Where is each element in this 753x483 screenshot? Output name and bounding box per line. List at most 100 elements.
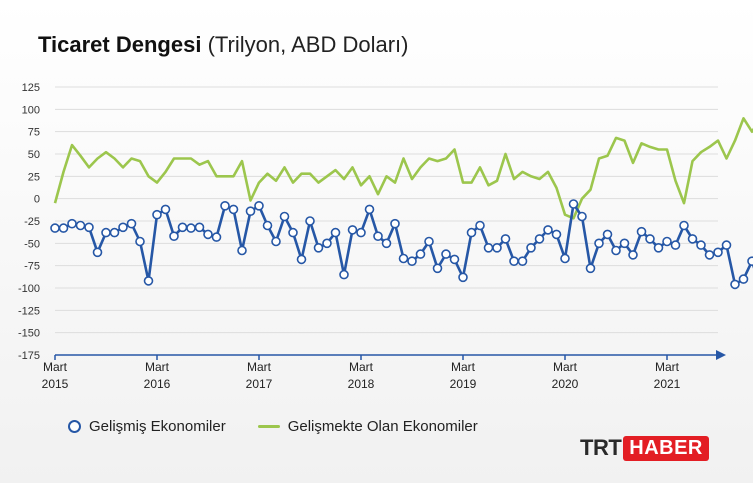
data-point-developed <box>424 236 434 247</box>
data-point-developed <box>262 220 273 231</box>
legend-label-emerging: Gelişmekte Olan Ekonomiler <box>287 417 478 435</box>
data-point-developed <box>704 250 715 260</box>
data-point-developed <box>645 234 655 244</box>
y-tick-label: -100 <box>18 283 40 295</box>
data-point-developed <box>492 243 502 253</box>
data-point-developed <box>364 204 375 215</box>
data-point-developed <box>109 227 120 238</box>
data-point-developed <box>237 245 247 256</box>
data-point-developed <box>611 245 621 256</box>
data-point-developed <box>585 263 596 274</box>
x-tick-label-year: 2018 <box>348 377 375 391</box>
data-point-developed <box>628 250 638 260</box>
data-point-developed <box>84 222 94 233</box>
data-point-developed <box>339 269 349 280</box>
y-tick-label: -50 <box>24 238 40 250</box>
data-point-developed <box>407 256 417 267</box>
y-tick-label: 25 <box>28 171 40 183</box>
x-tick-label-month: Mart <box>553 360 578 374</box>
x-tick-label-month: Mart <box>655 360 680 374</box>
data-point-developed <box>313 243 324 253</box>
data-point-developed <box>602 229 613 240</box>
data-point-developed <box>50 223 60 233</box>
data-point-developed <box>696 240 706 250</box>
y-tick-label: -150 <box>18 328 40 340</box>
data-point-developed <box>449 254 460 265</box>
data-point-developed <box>475 220 485 231</box>
data-point-developed <box>670 240 681 250</box>
data-point-developed <box>356 227 366 238</box>
data-point-developed <box>330 227 341 238</box>
data-point-developed <box>441 249 451 259</box>
y-tick-label: -175 <box>18 350 40 362</box>
data-point-developed <box>662 236 672 247</box>
data-point-developed <box>228 204 239 215</box>
data-point-developed <box>636 226 647 237</box>
data-point-developed <box>619 238 630 249</box>
y-tick-label: -75 <box>24 261 40 273</box>
legend-item-emerging: Gelişmekte Olan Ekonomiler <box>257 417 478 435</box>
data-point-developed <box>101 227 111 238</box>
x-tick-label-year: 2021 <box>654 377 681 391</box>
data-point-developed <box>152 209 162 220</box>
data-point-developed <box>67 218 77 229</box>
data-point-developed <box>254 201 264 211</box>
x-tick-label-year: 2020 <box>552 377 579 391</box>
x-tick-label-month: Mart <box>145 360 170 374</box>
y-tick-label: 75 <box>28 127 40 139</box>
data-point-developed <box>738 274 749 284</box>
data-point-developed <box>381 238 392 249</box>
data-point-developed <box>466 227 477 238</box>
data-point-developed <box>509 256 519 267</box>
data-point-developed <box>432 263 443 274</box>
data-point-developed <box>543 225 553 235</box>
data-point-developed <box>75 220 86 231</box>
data-point-developed <box>305 216 315 226</box>
y-tick-label: 0 <box>34 194 40 206</box>
data-point-developed <box>517 256 528 267</box>
data-point-developed <box>373 231 383 241</box>
logo-haber-badge: HABER <box>623 435 709 461</box>
x-tick-label-month: Mart <box>43 360 68 374</box>
chart-title-unit: (Trilyon, ABD Doları) <box>207 32 409 57</box>
data-point-developed <box>458 272 468 283</box>
data-point-developed <box>483 243 494 253</box>
data-point-developed <box>322 238 332 249</box>
x-tick-label-year: 2017 <box>246 377 273 391</box>
x-tick-label-year: 2016 <box>144 377 171 391</box>
logo-trt-text: TRT <box>580 435 622 460</box>
x-tick-label-month: Mart <box>247 360 272 374</box>
series-line-developed <box>55 202 753 286</box>
y-tick-label: 50 <box>28 149 40 161</box>
data-point-developed <box>390 218 400 229</box>
data-point-developed <box>526 243 536 253</box>
data-point-developed <box>296 254 307 265</box>
data-point-developed <box>534 234 545 244</box>
y-tick-label: -25 <box>24 216 40 228</box>
data-point-developed <box>279 211 290 222</box>
data-point-developed <box>194 222 205 233</box>
legend-marker-emerging <box>257 424 280 428</box>
y-tick-label: 125 <box>22 82 40 94</box>
x-tick-label-year: 2015 <box>42 377 69 391</box>
data-point-developed <box>560 253 570 264</box>
data-point-developed <box>551 229 562 240</box>
y-tick-label: 100 <box>22 104 40 116</box>
data-point-developed <box>220 201 230 211</box>
data-point-developed <box>245 206 256 216</box>
y-tick-label: -125 <box>18 305 40 317</box>
data-point-developed <box>721 240 732 250</box>
data-point-developed <box>747 256 753 266</box>
x-tick-label-year: 2019 <box>450 377 477 391</box>
legend: Gelişmiş Ekonomiler Gelişmekte Olan Ekon… <box>68 414 510 438</box>
legend-marker-developed <box>68 419 81 433</box>
data-point-developed <box>415 249 426 259</box>
data-point-developed <box>211 232 222 242</box>
trt-haber-logo: TRT HABER <box>580 433 709 463</box>
chart-title-main: Ticaret Dengesi <box>38 32 202 57</box>
data-point-developed <box>594 238 604 249</box>
data-point-developed <box>271 236 281 247</box>
x-axis-arrow <box>716 350 726 360</box>
data-point-developed <box>577 211 587 222</box>
data-point-developed <box>679 220 689 231</box>
